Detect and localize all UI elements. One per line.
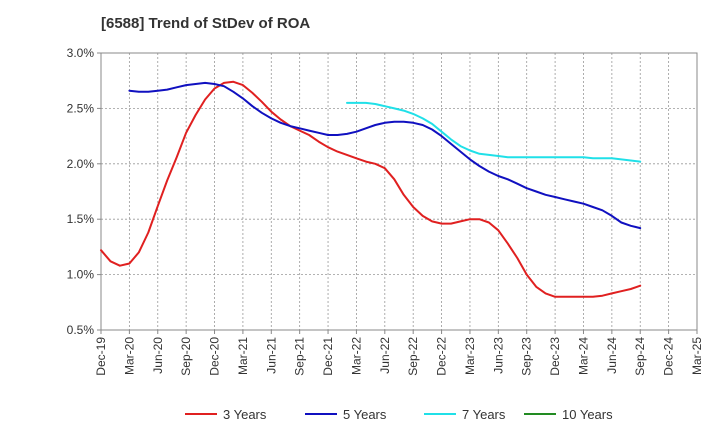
x-tick-label: Mar-23 (463, 337, 477, 375)
x-tick-label: Sep-22 (406, 337, 420, 376)
y-axis: 0.5% 1.0% 1.5% 2.0% 2.5% 3.0% (67, 46, 101, 337)
chart-title: [6588] Trend of StDev of ROA (101, 15, 310, 32)
x-tick-label: Dec-19 (94, 337, 108, 376)
x-tick-label: Jun-24 (605, 337, 619, 374)
y-tick-label: 1.0% (67, 268, 95, 282)
x-tick-label: Mar-25 (690, 337, 704, 375)
x-tick-label: Dec-23 (548, 337, 562, 376)
x-tick-label: Dec-24 (662, 337, 676, 376)
x-tick-label: Jun-20 (151, 337, 165, 374)
x-axis: Dec-19 Mar-20 Jun-20 Sep-20 Dec-20 Mar-21 Jun-… (94, 330, 704, 376)
x-tick-label: Sep-20 (179, 337, 193, 376)
x-tick-label: Dec-22 (435, 337, 449, 376)
legend-label: 5 Years (343, 407, 387, 422)
x-tick-label: Jun-23 (491, 337, 505, 374)
x-tick-label: Mar-21 (236, 337, 250, 375)
legend-label: 7 Years (462, 407, 506, 422)
legend-label: 10 Years (562, 407, 613, 422)
x-tick-label: Sep-23 (520, 337, 534, 376)
series-lines (100, 80, 642, 298)
x-tick-label: Jun-22 (378, 337, 392, 374)
grid-lines (101, 53, 697, 330)
x-tick-label: Sep-24 (633, 337, 647, 376)
legend: 3 Years 5 Years 7 Years 10 Years (185, 407, 613, 422)
x-tick-label: Dec-21 (321, 337, 335, 376)
y-tick-label: 0.5% (67, 323, 95, 337)
y-tick-label: 2.5% (67, 101, 95, 115)
plot-area (100, 52, 698, 331)
series-line-3-years (100, 80, 642, 298)
x-tick-label: Dec-20 (208, 337, 222, 376)
y-tick-label: 1.5% (67, 212, 95, 226)
y-tick-label: 2.0% (67, 157, 95, 171)
x-tick-label: Sep-21 (293, 337, 307, 376)
x-tick-label: Mar-22 (349, 337, 363, 375)
x-tick-label: Mar-20 (122, 337, 136, 375)
legend-label: 3 Years (223, 407, 267, 422)
x-tick-label: Jun-21 (264, 337, 278, 374)
y-tick-label: 3.0% (67, 46, 95, 60)
series-line-5-years (128, 81, 642, 230)
series-line-7-years (346, 101, 642, 163)
x-tick-label: Mar-24 (576, 337, 590, 375)
